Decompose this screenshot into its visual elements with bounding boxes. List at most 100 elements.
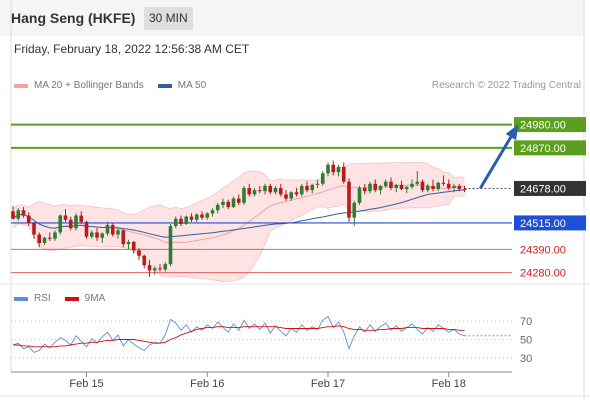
candle bbox=[315, 183, 320, 185]
candle bbox=[305, 185, 309, 191]
candle bbox=[53, 232, 57, 239]
candle bbox=[42, 237, 47, 243]
candle bbox=[226, 201, 231, 208]
candle bbox=[194, 214, 199, 220]
candle bbox=[242, 188, 246, 203]
candle bbox=[420, 181, 425, 191]
candle bbox=[95, 232, 99, 238]
candle bbox=[289, 192, 294, 199]
candle bbox=[404, 186, 409, 190]
candle bbox=[294, 192, 299, 195]
level-label-24980.00: 24980.00 bbox=[520, 120, 566, 132]
rsi-ma-legend-label: 9MA bbox=[84, 293, 106, 304]
ma50-legend-label: MA 50 bbox=[177, 80, 207, 91]
candle bbox=[32, 222, 36, 235]
candle bbox=[326, 164, 330, 174]
bollinger-band bbox=[13, 162, 465, 282]
rsi-tick-label: 30 bbox=[520, 353, 532, 365]
x-tick-label: Feb 15 bbox=[69, 378, 103, 390]
candle bbox=[462, 189, 467, 191]
candle bbox=[110, 225, 115, 235]
candle bbox=[215, 204, 220, 211]
copyright-label: Research © 2022 Trading Central bbox=[431, 80, 581, 91]
level-label-24515.00: 24515.00 bbox=[520, 218, 566, 230]
candle bbox=[68, 219, 73, 229]
level-label-bg-24515.00 bbox=[514, 215, 586, 231]
chart-header: Hang Seng (HKFE) 30 MIN bbox=[0, 0, 584, 36]
candle bbox=[236, 198, 241, 203]
bollinger-lower bbox=[12, 195, 465, 283]
candle bbox=[21, 210, 26, 216]
candle bbox=[362, 188, 367, 192]
candle bbox=[247, 188, 252, 195]
ma50-swatch bbox=[157, 83, 172, 88]
candle bbox=[37, 234, 42, 243]
candle bbox=[173, 218, 178, 227]
candle bbox=[11, 211, 15, 219]
candle bbox=[79, 215, 84, 222]
candle bbox=[441, 182, 446, 184]
ma20-swatch bbox=[14, 83, 28, 88]
level-label-bg-24870.00 bbox=[514, 140, 586, 156]
candle bbox=[158, 268, 162, 270]
rsi-legend: RSI 9MA bbox=[14, 293, 105, 304]
candle bbox=[179, 218, 183, 224]
level-label-24870.00: 24870.00 bbox=[520, 143, 566, 155]
candle bbox=[100, 233, 105, 238]
instrument-title: Hang Seng (HKFE) bbox=[11, 10, 136, 26]
level-label-24280.00: 24280.00 bbox=[520, 268, 566, 280]
rsi-ma-line bbox=[13, 325, 465, 348]
candle bbox=[263, 185, 267, 192]
target-arrow-head bbox=[505, 124, 519, 141]
candle bbox=[336, 166, 341, 173]
candle bbox=[126, 241, 131, 245]
candle bbox=[373, 183, 378, 191]
rsi-legend-label: RSI bbox=[34, 293, 51, 304]
candle bbox=[399, 184, 404, 190]
level-label-bg-24980.00 bbox=[514, 117, 586, 133]
candle bbox=[221, 201, 225, 205]
rsi-ma-swatch bbox=[64, 296, 79, 301]
candle bbox=[394, 184, 399, 189]
candle bbox=[368, 183, 372, 192]
rsi-tick-label: 50 bbox=[520, 335, 532, 347]
candle bbox=[273, 188, 278, 193]
candle bbox=[446, 183, 451, 189]
level-label-24390.00: 24390.00 bbox=[520, 244, 566, 256]
candles-group bbox=[11, 160, 467, 277]
candle bbox=[152, 268, 157, 271]
candle bbox=[89, 232, 94, 237]
candle bbox=[131, 241, 136, 251]
candle bbox=[142, 255, 147, 266]
candle bbox=[252, 190, 257, 195]
candle bbox=[425, 185, 430, 191]
candle bbox=[121, 230, 126, 245]
level-label-bg-24678.00 bbox=[514, 180, 586, 196]
rsi-tick-label: 70 bbox=[520, 316, 532, 328]
x-tick-label: Feb 16 bbox=[190, 378, 224, 390]
candle bbox=[257, 190, 262, 192]
timeframe-button[interactable]: 30 MIN bbox=[144, 7, 193, 30]
candle bbox=[168, 226, 173, 265]
candle bbox=[452, 185, 456, 189]
candle bbox=[457, 185, 462, 190]
rsi-swatch bbox=[14, 296, 28, 301]
candle bbox=[347, 181, 351, 218]
candle bbox=[184, 216, 189, 224]
candle bbox=[200, 214, 204, 218]
candle bbox=[389, 181, 393, 189]
datetime-label: Friday, February 18, 2022 12:56:38 AM CE… bbox=[14, 42, 250, 56]
candle bbox=[299, 185, 304, 195]
candle bbox=[84, 221, 89, 237]
candle bbox=[231, 198, 236, 208]
candle bbox=[116, 230, 120, 235]
candle bbox=[268, 185, 273, 193]
candle bbox=[320, 173, 325, 184]
candle bbox=[383, 181, 388, 186]
candle bbox=[284, 194, 288, 199]
candle bbox=[310, 184, 315, 191]
candle bbox=[16, 210, 21, 219]
ma20-legend-label: MA 20 + Bollinger Bands bbox=[34, 80, 144, 91]
price-legend: MA 20 + Bollinger Bands MA 50 bbox=[14, 80, 206, 91]
